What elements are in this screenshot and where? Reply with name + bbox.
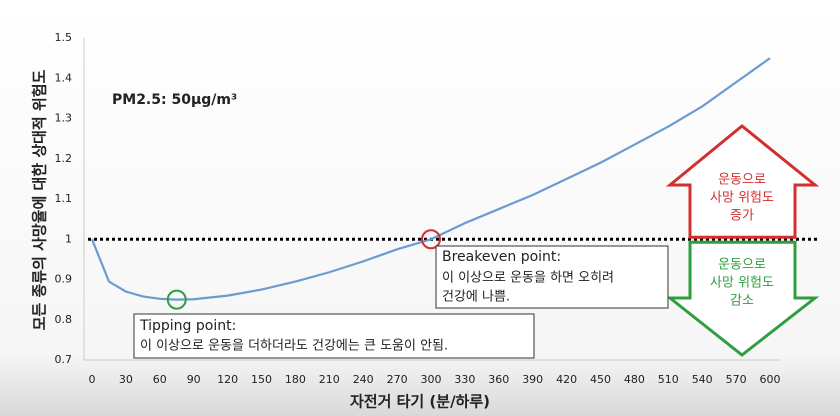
y-axis-label: 모든 종류의 사망율에 대한 상대적 위험도	[31, 69, 49, 330]
tipping-marker	[166, 289, 187, 310]
y-tick-label: 0.8	[55, 313, 73, 326]
x-tick-label: 510	[658, 373, 679, 386]
breakeven-text: 이 이상으로 운동을 하면 오히려	[442, 271, 614, 286]
breakeven-marker	[421, 229, 441, 250]
arrow-text: 운동으로	[718, 173, 766, 188]
x-tick-label: 540	[692, 373, 713, 386]
arrow-text: 운동으로	[718, 258, 766, 273]
arrow-text: 증가	[730, 209, 754, 224]
increase-arrow	[665, 124, 820, 239]
x-tick-label: 90	[187, 373, 201, 386]
x-tick-label: 210	[319, 373, 340, 386]
x-tick-label: 450	[590, 373, 611, 386]
arrow-text: 사망 위험도	[710, 276, 774, 291]
y-tick-label: 1.1	[55, 192, 73, 205]
y-tick-label: 1.2	[55, 152, 73, 165]
y-tick-label: 1.4	[55, 71, 73, 84]
x-axis-label: 자전거 타기 (분/하루)	[350, 393, 490, 411]
y-tick-label: 0.9	[55, 273, 73, 286]
y-tick-label: 1.3	[55, 112, 73, 125]
y-tick-label: 1	[65, 232, 72, 245]
subtitle: PM2.5: 50μg/m³	[112, 92, 237, 108]
x-tick-label: 180	[285, 373, 306, 386]
x-tick-label: 390	[522, 373, 543, 386]
x-tick-label: 150	[251, 373, 272, 386]
breakeven-text: 건강에 나쁨.	[442, 290, 510, 305]
breakeven-title: Breakeven point:	[442, 249, 561, 265]
x-tick-label: 240	[353, 373, 374, 386]
x-tick-label: 120	[217, 373, 238, 386]
breakeven-box	[435, 245, 669, 309]
arrow-text: 감소	[730, 294, 754, 309]
tipping-text: 이 이상으로 운동을 더하더라도 건강에는 큰 도움이 안됨.	[140, 339, 448, 354]
y-tick-label: 1.5	[55, 31, 73, 44]
curve	[90, 57, 771, 301]
x-tick-label: 60	[153, 373, 167, 386]
x-tick-label: 300	[421, 373, 442, 386]
tipping-box	[133, 313, 535, 359]
x-tick-label: 570	[726, 373, 747, 386]
x-tick-label: 0	[89, 373, 96, 386]
x-tick-label: 270	[387, 373, 408, 386]
x-tick-label: 30	[119, 373, 133, 386]
tipping-title: Tipping point:	[139, 318, 236, 334]
x-tick-label: 360	[488, 373, 509, 386]
x-tick-label: 420	[556, 373, 577, 386]
y-tick-label: 0.7	[55, 353, 73, 366]
arrow-text: 사망 위험도	[710, 191, 774, 206]
x-tick-label: 330	[454, 373, 475, 386]
decrease-arrow	[665, 240, 820, 357]
x-tick-label: 480	[624, 373, 645, 386]
x-tick-label: 600	[760, 373, 781, 386]
